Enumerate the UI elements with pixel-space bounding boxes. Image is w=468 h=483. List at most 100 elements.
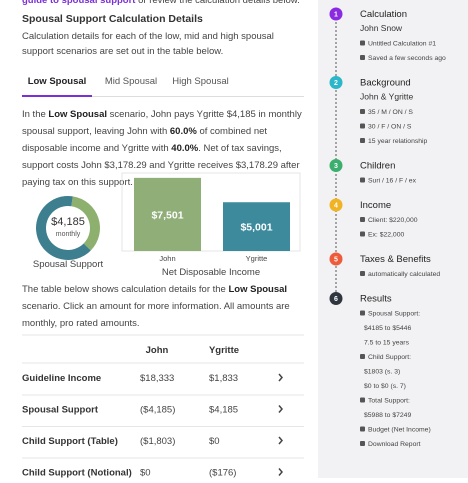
step-detail[interactable]: Ex: $22,000 [368, 232, 404, 239]
step-detail[interactable]: $1803 (s. 3) [364, 369, 400, 376]
icon [360, 354, 365, 359]
table: John Ygritte Guideline Income $18,333 $1,833… [22, 334, 304, 479]
donut-center [47, 207, 89, 249]
text-run: Low Spousal [228, 284, 288, 295]
text-run: scenario, John pays Ygritte $4,185 in mo… [22, 109, 302, 137]
chevron[interactable] [278, 373, 283, 382]
step-title[interactable]: Background [360, 78, 411, 89]
icon [360, 441, 365, 446]
step-detail[interactable]: 7.5 to 15 years [364, 340, 410, 347]
amount[interactable]: ($4,185) [140, 405, 175, 416]
row-label: Guideline Income [22, 373, 101, 384]
icon [360, 138, 365, 143]
donut-sublabel: monthly [56, 231, 81, 238]
step-title[interactable]: Taxes & Benefits [360, 254, 431, 265]
amount[interactable]: ($1,803) [140, 436, 175, 447]
step-detail[interactable]: Child Support: [368, 354, 411, 361]
amount[interactable]: $0 [209, 436, 220, 447]
icon [360, 177, 365, 183]
charts: $4,185 monthly Spousal Support $7,501 John $5… [33, 172, 301, 278]
x-tick-label: John [159, 254, 175, 263]
step-detail[interactable]: 15 year relationship [368, 138, 428, 145]
bar-value-label: $7,501 [151, 209, 183, 221]
chart-title: Net Disposable Income [162, 267, 260, 278]
text-run: of combined net disposable income and Yg… [22, 126, 268, 154]
step-detail[interactable]: $5988 to $7249 [364, 412, 411, 419]
chevron[interactable] [278, 436, 283, 445]
step-title[interactable]: Calculation [360, 9, 407, 20]
step-detail[interactable]: 30 / F / ON / S [368, 124, 412, 131]
donut-label: Spousal Support [33, 259, 104, 270]
link[interactable]: guide to spousal support [22, 0, 136, 6]
step-detail[interactable]: automatically calculated [368, 271, 440, 278]
details-description: Calculation details for each of the low,… [22, 31, 274, 57]
step-number: 2 [334, 80, 338, 87]
row-label: Child Support (Table) [22, 436, 118, 447]
details-title: Spousal Support Calculation Details [22, 13, 203, 25]
step-detail[interactable]: Untitled Calculation #1 [368, 41, 436, 48]
step-detail[interactable]: 35 / M / ON / S [368, 109, 413, 116]
scenario-text: In the Low Spousal scenario, John pays Y… [22, 106, 310, 191]
sidebar: 1 Calculation John Snow Untitled Calculatio… [318, 0, 468, 478]
step-detail[interactable]: Client: $220,000 [368, 217, 418, 224]
step-detail[interactable]: $4185 to $5446 [364, 325, 411, 332]
icon [360, 310, 365, 316]
amount[interactable]: $0 [140, 468, 151, 479]
text-run: 60.0% [169, 126, 197, 137]
icon [360, 123, 365, 129]
step-title[interactable]: Results [360, 294, 392, 305]
icon [360, 40, 365, 46]
row-label: Child Support (Notional) [22, 468, 132, 479]
top-note: guide to spousal support or review the c… [22, 0, 310, 9]
steps: 1 Calculation John Snow Untitled Calculatio… [329, 7, 446, 448]
text-run: or review the calculation details below. [135, 0, 300, 6]
text-run: Low Spousal [48, 109, 108, 120]
icon [360, 397, 365, 403]
icon [360, 109, 365, 114]
icon [360, 271, 365, 276]
amount[interactable]: $18,333 [140, 373, 174, 384]
tab[interactable]: Low Spousal [22, 70, 92, 97]
text-run: scenario. Click an amount for more infor… [22, 301, 290, 329]
table-note: The table below shows calculation detail… [22, 281, 310, 332]
column-header: Ygritte [209, 345, 239, 356]
step-badge [329, 292, 343, 305]
step-detail[interactable]: Saved a few seconds ago [368, 55, 446, 62]
step-detail[interactable]: Spousal Support: [368, 311, 420, 318]
text-run: . Net of tax savings, support costs John… [22, 143, 300, 188]
chevron[interactable] [278, 468, 283, 476]
step-detail[interactable]: Budget (Net Income) [368, 427, 431, 434]
step-number: 3 [334, 163, 338, 170]
step-number: 4 [334, 203, 338, 210]
text-run: 40.0% [171, 143, 199, 154]
x-tick-label: Ygritte [246, 254, 268, 263]
step-detail[interactable]: Suri / 16 / F / ex [368, 178, 417, 185]
step-title[interactable]: Income [360, 200, 391, 211]
tab[interactable]: Mid Spousal [104, 76, 158, 87]
amount[interactable]: ($176) [209, 468, 236, 479]
step-detail[interactable]: Total Support: [368, 398, 410, 405]
plot-area [121, 172, 301, 252]
step-title[interactable]: Children [360, 161, 395, 172]
step-badge [329, 7, 343, 21]
step-detail[interactable]: Download Report [368, 441, 421, 448]
step-number: 5 [334, 257, 338, 264]
step-number: 6 [334, 296, 338, 303]
amount[interactable]: $4,185 [209, 405, 238, 416]
donut-segment [71, 196, 100, 251]
step-badge [329, 198, 343, 212]
bar [223, 202, 290, 251]
icon [360, 231, 365, 237]
step-badge [329, 252, 343, 266]
icon [360, 426, 365, 432]
tab[interactable]: High Spousal [172, 76, 229, 87]
tabs: Low Spousal Mid Spousal High Spousal [22, 70, 304, 97]
amount[interactable]: $1,833 [209, 373, 238, 384]
chevron[interactable] [278, 405, 283, 413]
text-run: The table below shows calculation detail… [22, 284, 229, 295]
icon [360, 55, 365, 60]
bar [134, 177, 201, 251]
donut-value: $4,185 [51, 216, 85, 228]
step-detail[interactable]: $0 to $0 (s. 7) [364, 383, 406, 390]
step-detail: John & Ygritte [360, 92, 414, 102]
